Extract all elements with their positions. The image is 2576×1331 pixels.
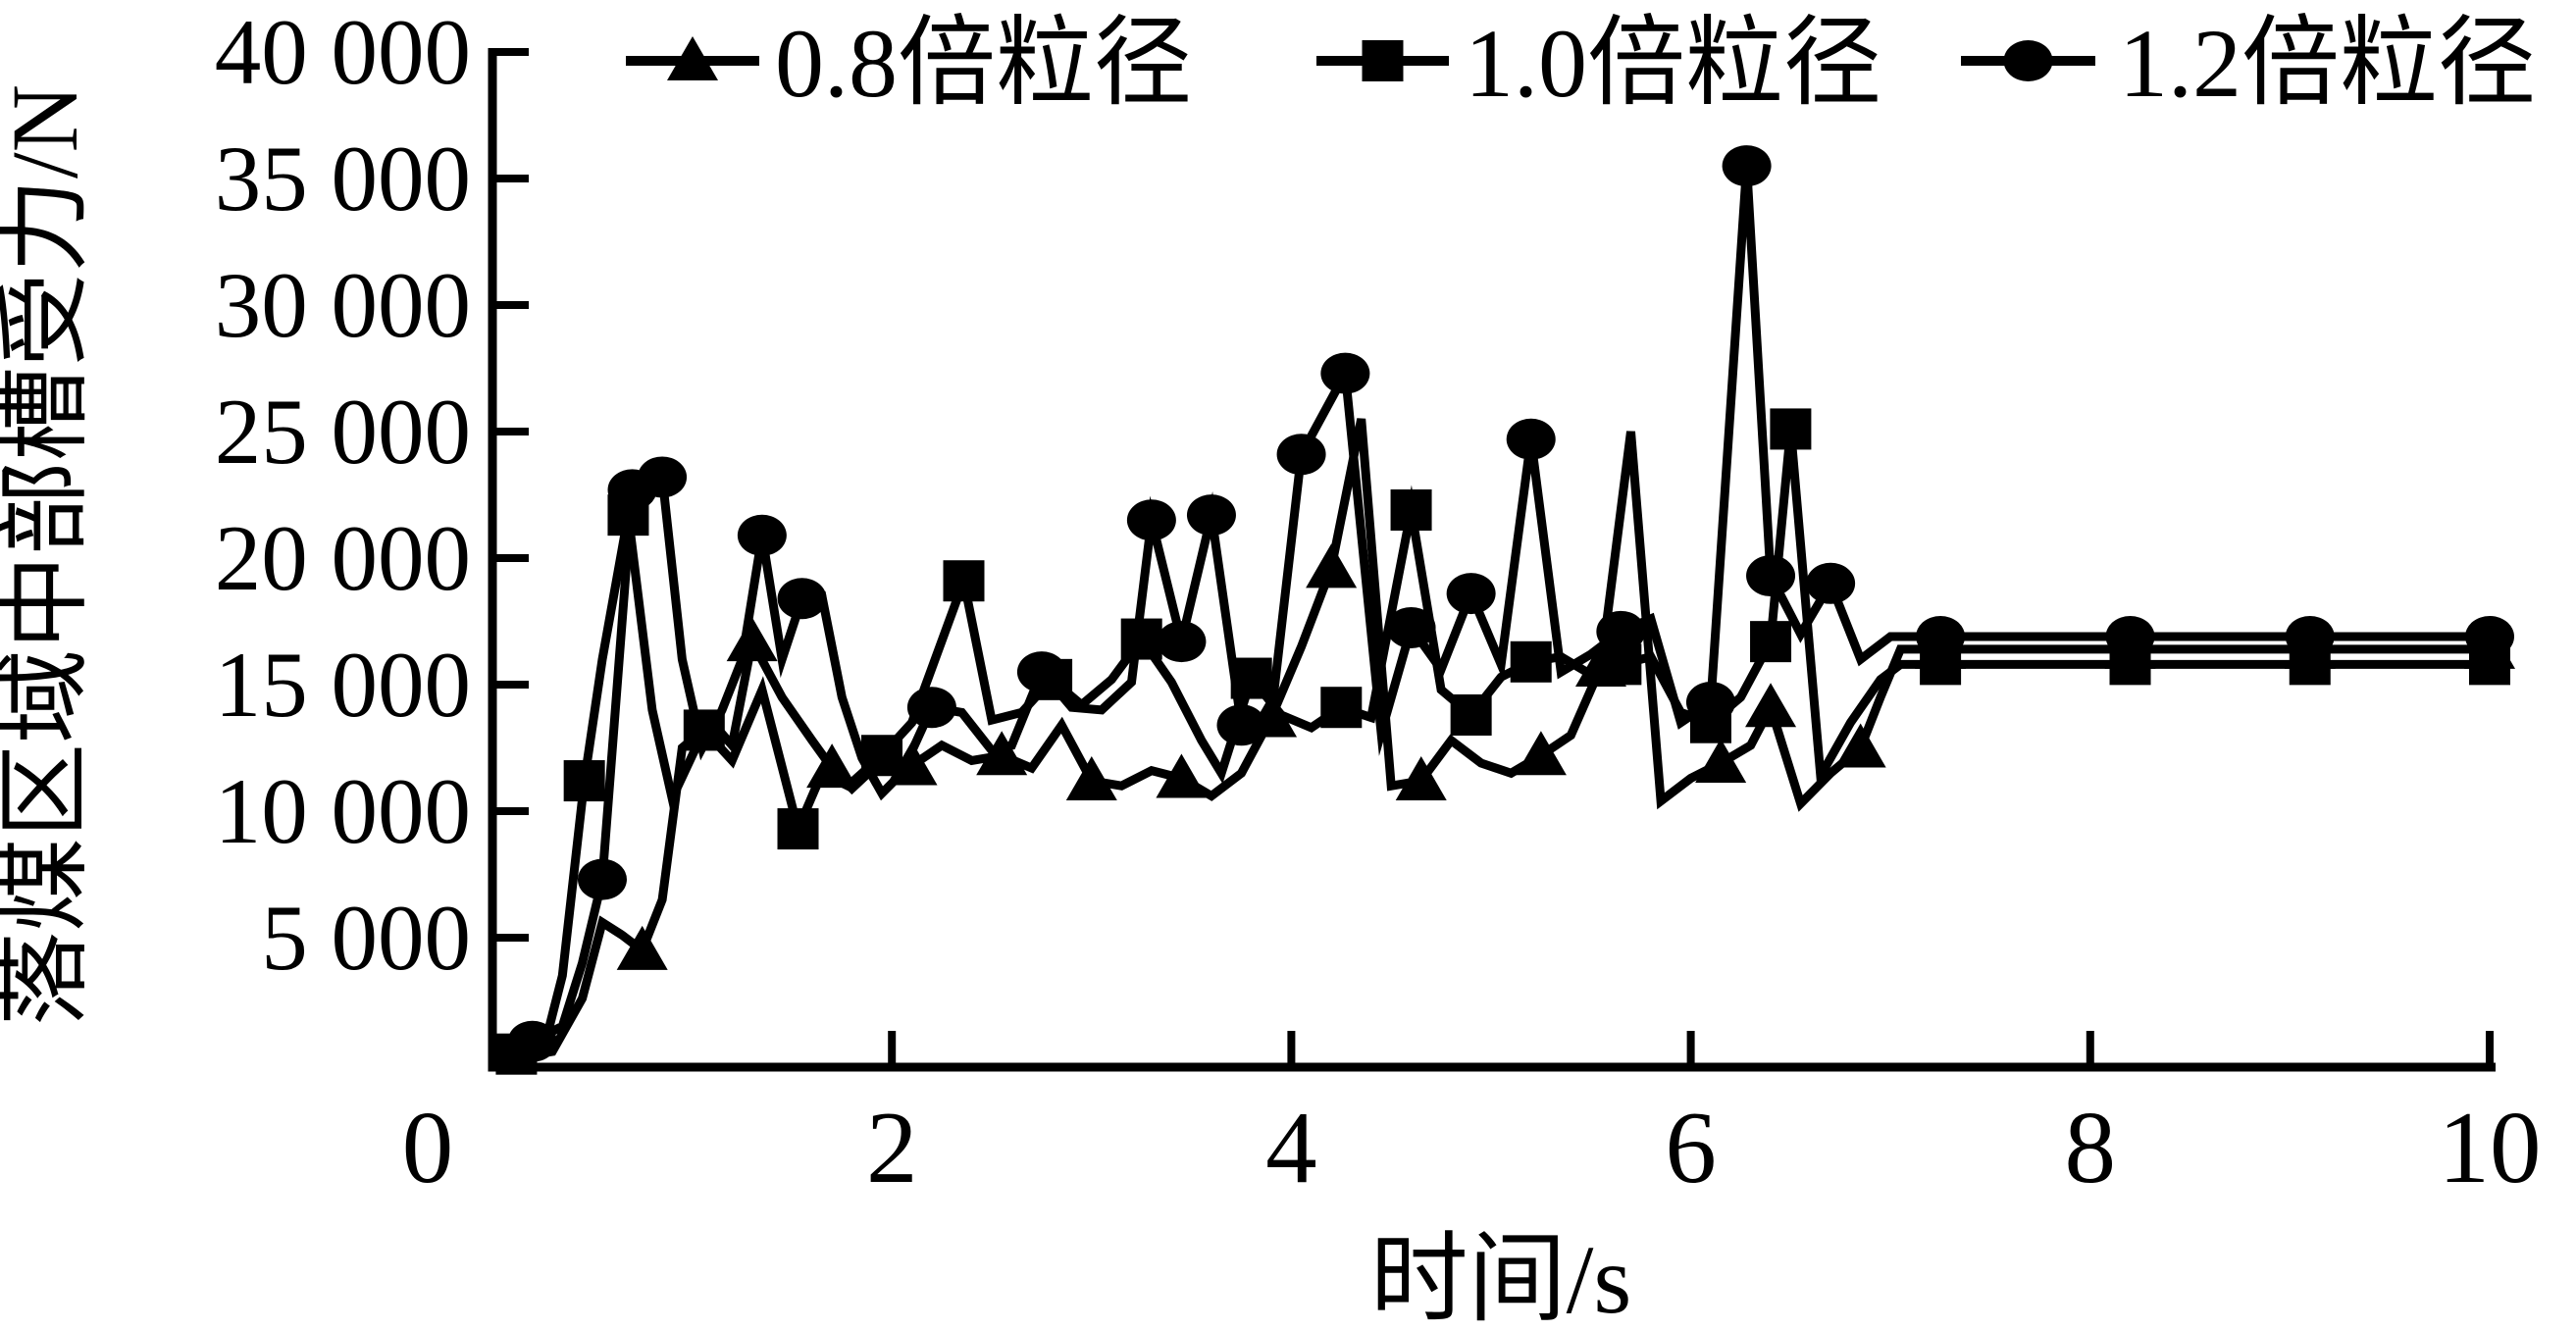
circle-marker	[577, 858, 627, 900]
circle-marker	[1916, 615, 1966, 657]
legend-square-icon	[1362, 40, 1404, 81]
legend-item-1.2倍粒径: 1.2倍粒径	[1961, 9, 2536, 118]
x-axis-title: 时间/s	[1370, 1225, 1632, 1331]
square-marker	[1750, 621, 1792, 663]
circle-marker	[1157, 621, 1207, 663]
triangle-marker	[1695, 738, 1747, 783]
triangle-marker	[1745, 683, 1797, 728]
x-tick-label: 6	[1665, 1090, 1717, 1204]
circle-marker	[2465, 615, 2514, 657]
circle-marker	[507, 1020, 557, 1062]
circle-marker	[1126, 499, 1176, 541]
circle-marker	[1722, 145, 1772, 187]
circle-marker	[1016, 651, 1066, 693]
triangle-marker	[1834, 723, 1886, 768]
x-tick-label: 8	[2065, 1090, 2117, 1204]
legend-triangle-icon	[667, 36, 718, 80]
x-tick-label: 2	[866, 1090, 918, 1204]
circle-marker	[1506, 418, 1556, 460]
triangle-marker	[616, 925, 668, 970]
circle-marker	[906, 687, 956, 729]
series-line-0	[521, 418, 2490, 1061]
circle-marker	[1446, 573, 1496, 615]
square-marker	[1390, 488, 1432, 531]
square-marker	[1770, 408, 1812, 450]
circle-marker	[1685, 682, 1735, 724]
series-1.2倍粒径	[507, 145, 2514, 1062]
square-marker	[563, 760, 605, 802]
y-tick-label: 35 000	[215, 127, 471, 230]
circle-marker	[2285, 615, 2335, 657]
triangle-marker	[1515, 731, 1567, 776]
x-tick-label: 4	[1265, 1090, 1317, 1204]
circle-marker	[1596, 610, 1646, 652]
legend-item-0.8倍粒径: 0.8倍粒径	[626, 9, 1192, 118]
x-tick-label: 0	[402, 1090, 454, 1204]
legend-label: 1.2倍粒径	[2119, 9, 2536, 118]
circle-marker	[1806, 562, 1856, 604]
triangle-marker	[976, 731, 1028, 776]
triangle-marker	[1306, 543, 1358, 589]
y-tick-label: 40 000	[215, 0, 471, 104]
y-axis-title: 落煤区域中部槽受力/N	[0, 84, 97, 1026]
y-tick-label: 20 000	[215, 506, 471, 610]
square-marker	[777, 808, 819, 850]
square-marker	[1510, 640, 1552, 683]
legend-item-1.0倍粒径: 1.0倍粒径	[1316, 9, 1881, 118]
legend-label: 1.0倍粒径	[1465, 9, 1881, 118]
axes: 5 000 10 000 15 000 20 000 25 000 30 000 35 00…	[215, 0, 2542, 1204]
circle-marker	[1320, 352, 1370, 394]
circle-marker	[777, 578, 827, 620]
triangle-marker	[1065, 756, 1117, 801]
y-tick-label: 5 000	[261, 886, 471, 990]
y-tick-label: 15 000	[215, 633, 471, 737]
square-marker	[1320, 687, 1363, 729]
y-tick-label: 30 000	[215, 253, 471, 357]
circle-marker	[1186, 494, 1236, 537]
x-tick-label: 10	[2439, 1090, 2542, 1204]
legend-circle-icon	[2003, 40, 2053, 81]
circle-marker	[1746, 555, 1796, 597]
series-1.0倍粒径	[495, 408, 2510, 1075]
legend: 0.8倍粒径 1.0倍粒径 1.2倍粒径	[626, 9, 2536, 118]
square-marker	[943, 560, 985, 602]
triangle-marker	[1395, 756, 1447, 801]
circle-marker	[638, 456, 688, 498]
circle-marker	[737, 514, 787, 556]
circle-marker	[1216, 704, 1266, 746]
legend-label: 0.8倍粒径	[775, 9, 1192, 118]
circle-marker	[1276, 434, 1326, 476]
circle-marker	[2105, 615, 2155, 657]
y-tick-label: 25 000	[215, 380, 471, 484]
triangle-marker	[1156, 753, 1208, 798]
circle-marker	[1386, 606, 1436, 648]
series-line-2	[530, 165, 2490, 1046]
square-marker	[1450, 693, 1492, 736]
y-tick-label: 10 000	[215, 759, 471, 863]
